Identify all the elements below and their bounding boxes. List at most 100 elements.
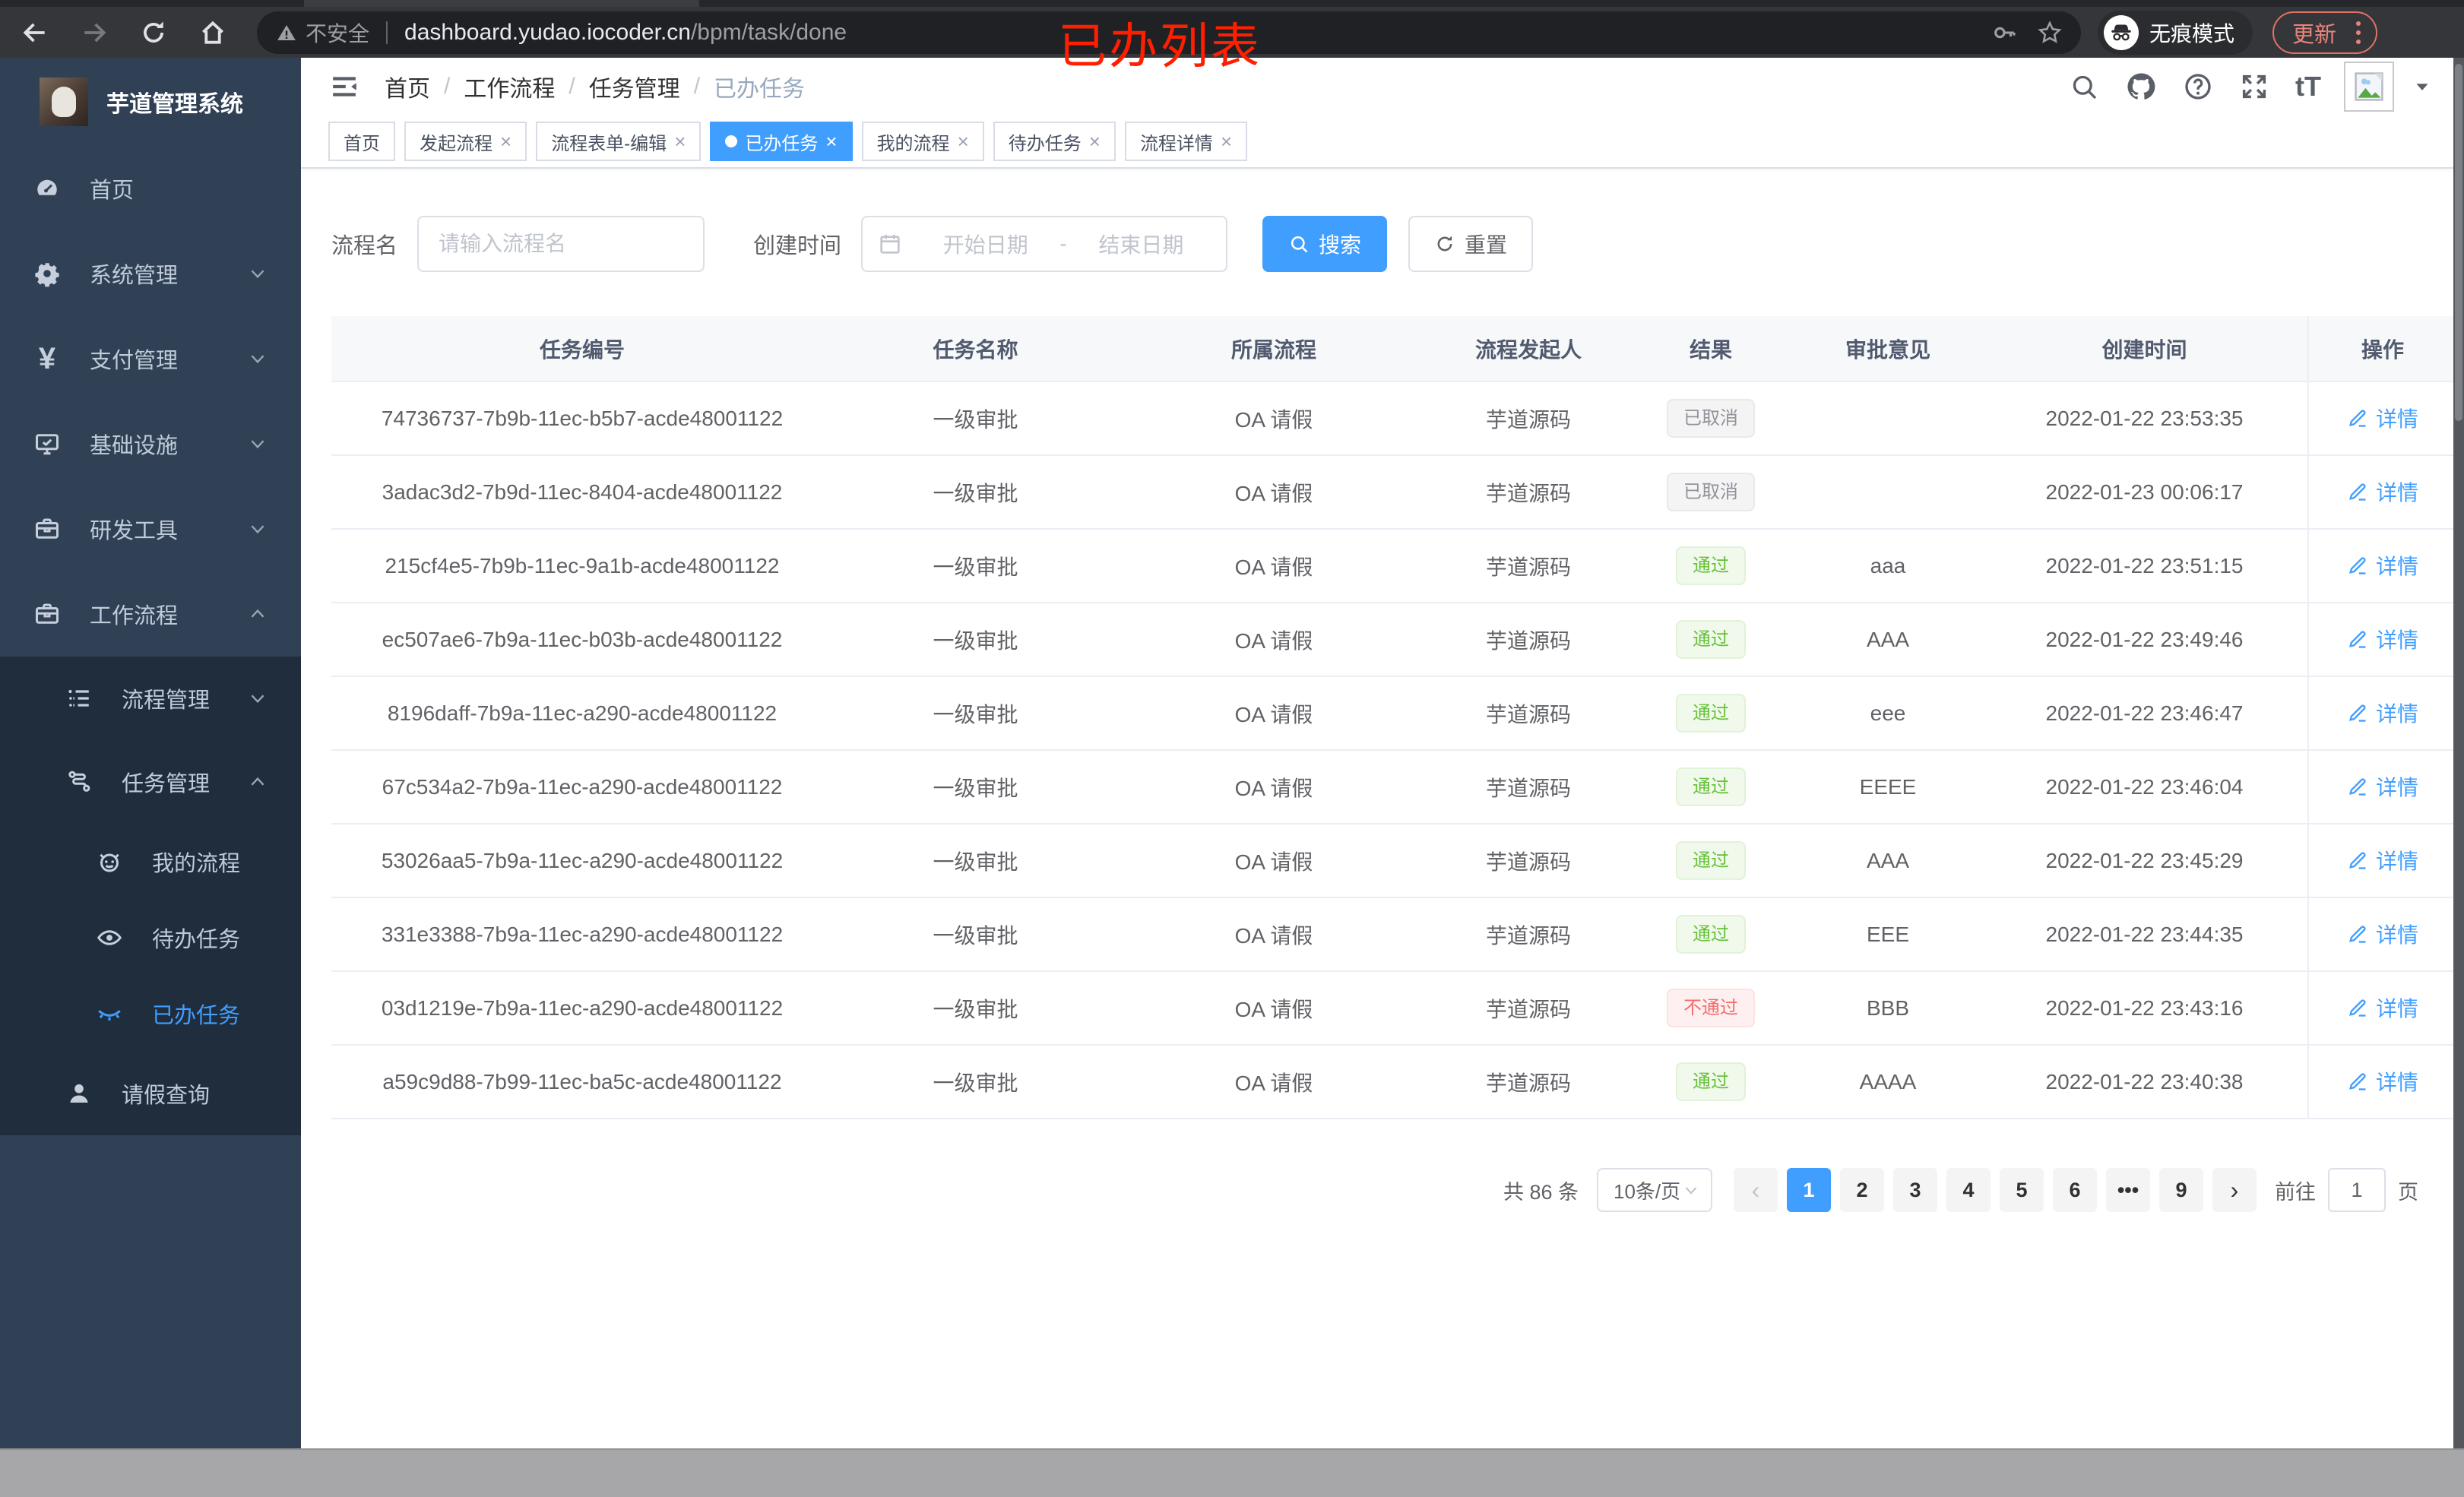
sidebar-item-label: 流程管理 — [122, 688, 211, 713]
page-scrollbar[interactable] — [2453, 58, 2464, 1448]
page-button-6[interactable]: 6 — [2053, 1168, 2097, 1212]
cell-result: 已取消 — [1627, 381, 1794, 456]
page-unit-label: 页 — [2398, 1180, 2418, 1204]
eye-icon — [93, 924, 126, 951]
sidebar-item-6[interactable]: 工作流程 — [0, 571, 301, 657]
address-bar[interactable]: 不安全 dashboard.yudao.iocoder.cn/bpm/task/… — [257, 11, 2081, 54]
home-icon[interactable] — [188, 8, 237, 57]
close-icon[interactable]: × — [500, 130, 512, 153]
calendar-icon — [878, 232, 902, 256]
sidebar-item-7[interactable]: 流程管理 — [0, 657, 301, 740]
search-icon[interactable] — [2069, 71, 2099, 102]
font-size-icon[interactable]: tT — [2295, 71, 2321, 102]
tab-待办任务[interactable]: 待办任务 × — [993, 122, 1116, 161]
sidebar-item-1[interactable]: 首页 — [0, 146, 301, 231]
help-icon[interactable] — [2183, 71, 2213, 102]
search-button[interactable]: 搜索 — [1262, 216, 1388, 272]
bookmark-star-icon[interactable] — [2037, 20, 2063, 46]
detail-button[interactable]: 详情 — [2347, 624, 2418, 654]
next-page-button[interactable]: › — [2212, 1168, 2257, 1212]
tab-流程详情[interactable]: 流程详情 × — [1124, 122, 1248, 161]
sidebar-item-10[interactable]: 待办任务 — [0, 900, 301, 976]
cell-actions: 详情 — [2307, 455, 2456, 530]
chevron-down-icon — [248, 519, 268, 539]
sidebar-item-9[interactable]: 我的流程 — [0, 824, 301, 900]
app-logo-row[interactable]: 芋道管理系统 — [0, 58, 301, 146]
tags-view-bar: 首页 发起流程 × 流程表单-编辑 × 已办任务 × 我的流程 × 待办任务 × 流程详情 × — [301, 116, 2453, 169]
sidebar-item-4[interactable]: 基础设施 — [0, 401, 301, 486]
goto-page-input[interactable] — [2328, 1168, 2386, 1212]
close-icon[interactable]: × — [1088, 130, 1101, 153]
browser-menu-icon[interactable] — [2348, 21, 2368, 44]
page-button-5[interactable]: 5 — [2000, 1168, 2044, 1212]
chevron-down-icon[interactable] — [2412, 77, 2432, 97]
breadcrumb-separator: / — [444, 74, 451, 99]
forward-icon[interactable] — [70, 8, 119, 57]
sidebar-item-5[interactable]: 研发工具 — [0, 486, 301, 571]
sidebar-item-2[interactable]: 系统管理 — [0, 231, 301, 316]
reload-icon[interactable] — [129, 8, 178, 57]
close-icon[interactable]: × — [1220, 130, 1233, 153]
breadcrumb-item[interactable]: 任务管理 — [588, 77, 680, 102]
sidebar-item-12[interactable]: 请假查询 — [0, 1052, 301, 1135]
table-row: 215cf4e5-7b9b-11ec-9a1b-acde48001122 一级审批… — [331, 529, 2456, 603]
back-icon[interactable] — [11, 8, 59, 57]
page-button-1[interactable]: 1 — [1787, 1168, 1831, 1212]
tab-已办任务[interactable]: 已办任务 × — [710, 122, 853, 161]
tab-首页[interactable]: 首页 — [328, 122, 395, 161]
cell-starter: 芋道源码 — [1430, 1045, 1627, 1119]
collapse-sidebar-icon[interactable] — [328, 71, 360, 103]
detail-button[interactable]: 详情 — [2347, 476, 2418, 507]
reset-button[interactable]: 重置 — [1408, 216, 1534, 272]
github-icon[interactable] — [2125, 71, 2157, 103]
tab-流程表单-编辑[interactable]: 流程表单-编辑 × — [536, 122, 702, 161]
update-button[interactable]: 更新 — [2272, 11, 2378, 54]
process-name-input[interactable] — [417, 216, 705, 272]
breadcrumb-item[interactable]: 首页 — [385, 77, 430, 102]
start-date-placeholder[interactable]: 开始日期 — [942, 233, 1028, 257]
edit-icon — [2347, 702, 2368, 723]
incognito-label: 无痕模式 — [2149, 21, 2235, 46]
sidebar-item-8[interactable]: 任务管理 — [0, 740, 301, 824]
fullscreen-icon[interactable] — [2239, 71, 2269, 102]
detail-button[interactable]: 详情 — [2347, 403, 2418, 433]
tab-发起流程[interactable]: 发起流程 × — [404, 122, 527, 161]
close-icon[interactable]: × — [674, 130, 686, 153]
close-icon[interactable]: × — [957, 130, 969, 153]
app-header: 首页 / 工作流程 / 任务管理 / 已办任务 tT — [301, 58, 2453, 116]
sidebar-item-11[interactable]: 已办任务 — [0, 976, 301, 1052]
page-size-select[interactable]: 10条/页 — [1597, 1168, 1712, 1212]
page-button-3[interactable]: 3 — [1893, 1168, 1937, 1212]
sidebar: 芋道管理系统 首页 系统管理 ¥ 支付管理 基础设施 研发工具 工作流程 流程管理任务管理我… — [0, 58, 301, 1448]
tab-我的流程[interactable]: 我的流程 × — [861, 122, 984, 161]
breadcrumb-item[interactable]: 工作流程 — [464, 77, 556, 102]
date-range-picker[interactable]: 开始日期 - 结束日期 — [861, 216, 1228, 272]
cell-task-name: 一级审批 — [833, 455, 1118, 530]
detail-button[interactable]: 详情 — [2347, 698, 2418, 728]
close-icon[interactable]: × — [825, 130, 838, 153]
page-button-2[interactable]: 2 — [1840, 1168, 1884, 1212]
page-button-4[interactable]: 4 — [1946, 1168, 1991, 1212]
page-button-9[interactable]: 9 — [2159, 1168, 2203, 1212]
avatar[interactable] — [2344, 62, 2394, 112]
detail-button[interactable]: 详情 — [2347, 1066, 2418, 1097]
chevron-down-icon — [248, 264, 268, 283]
end-date-placeholder[interactable]: 结束日期 — [1098, 233, 1184, 257]
browser-tab-strip — [0, 0, 2464, 7]
scrollbar-thumb[interactable] — [2455, 64, 2462, 421]
detail-button[interactable]: 详情 — [2347, 845, 2418, 875]
search-icon — [1288, 233, 1310, 255]
chevron-down-icon — [248, 434, 268, 454]
more-pages-button[interactable]: ••• — [2106, 1168, 2150, 1212]
security-warning-label[interactable]: 不安全 — [306, 21, 370, 46]
key-icon[interactable] — [1991, 20, 2017, 46]
detail-button[interactable]: 详情 — [2347, 771, 2418, 802]
tab-label: 流程详情 — [1139, 133, 1213, 154]
detail-button[interactable]: 详情 — [2347, 919, 2418, 949]
cell-result: 不通过 — [1627, 971, 1794, 1046]
chevron-down-icon — [1682, 1181, 1700, 1199]
detail-button[interactable]: 详情 — [2347, 550, 2418, 581]
prev-page-button[interactable]: ‹ — [1734, 1168, 1778, 1212]
sidebar-item-3[interactable]: ¥ 支付管理 — [0, 316, 301, 401]
detail-button[interactable]: 详情 — [2347, 992, 2418, 1023]
